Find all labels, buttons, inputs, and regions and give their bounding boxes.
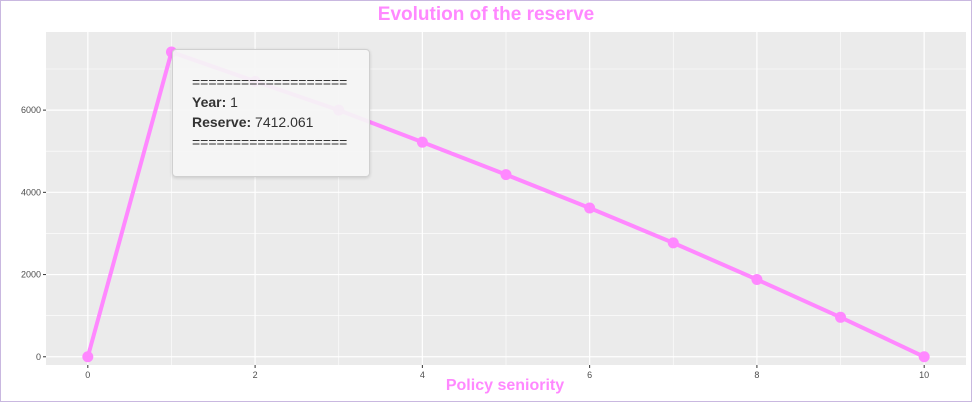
- x-tick-label: 2: [253, 370, 258, 380]
- tooltip-separator-bottom: ===================: [192, 134, 348, 150]
- x-axis-title: Policy seniority: [445, 377, 565, 394]
- y-tick-label: 2000: [21, 270, 41, 280]
- x-tick-label: 8: [754, 370, 759, 380]
- tooltip-separator-top: ===================: [192, 74, 348, 90]
- chart-title: Evolution of the reserve: [377, 4, 595, 25]
- tooltip: =================== Year: 1 Reserve: 741…: [172, 49, 370, 177]
- data-point: [500, 169, 512, 181]
- data-point: [835, 311, 847, 323]
- tooltip-reserve-label: Reserve:: [192, 114, 252, 130]
- data-point: [82, 351, 94, 363]
- tooltip-year-row: Year: 1: [192, 92, 369, 112]
- x-tick-label: 6: [587, 370, 592, 380]
- x-tick-label: 0: [85, 370, 90, 380]
- data-point: [584, 202, 596, 214]
- data-point: [751, 273, 763, 285]
- tooltip-reserve-row: Reserve: 7412.061: [192, 112, 369, 132]
- y-tick-label: 0: [36, 352, 41, 362]
- data-point: [918, 351, 930, 363]
- y-tick-label: 6000: [21, 105, 41, 115]
- y-tick-label: 4000: [21, 187, 41, 197]
- tooltip-year-label: Year:: [192, 94, 227, 110]
- tooltip-year-value: 1: [230, 94, 238, 110]
- data-point: [416, 136, 428, 148]
- x-tick-label: 10: [919, 370, 929, 380]
- data-point: [667, 237, 679, 249]
- x-tick-label: 4: [420, 370, 425, 380]
- tooltip-reserve-value: 7412.061: [255, 114, 314, 130]
